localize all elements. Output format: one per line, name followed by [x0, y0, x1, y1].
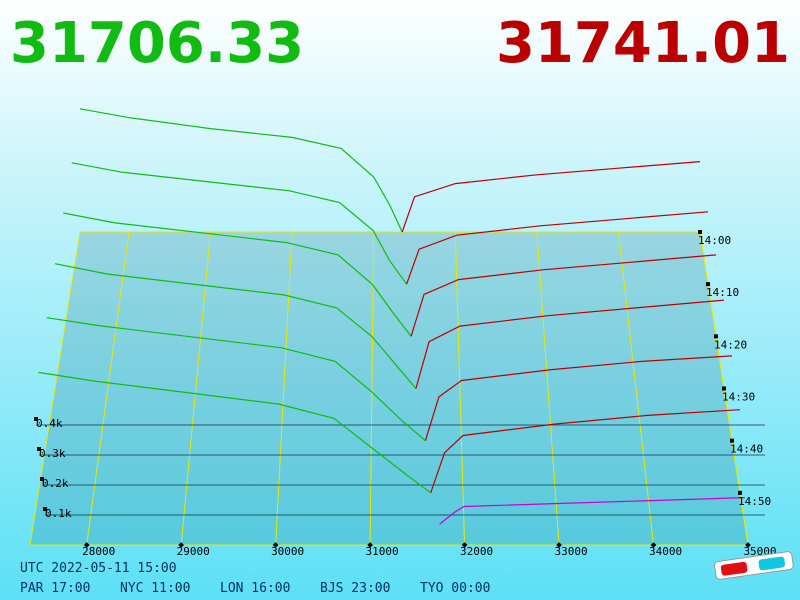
depth-line — [410, 254, 717, 337]
zone-time: NYC 11:00 — [120, 581, 190, 596]
tick-mark — [40, 477, 44, 481]
tick-mark — [706, 282, 710, 287]
x-tick-label: 34000 — [649, 545, 682, 558]
z-tick-label: 14:00 — [698, 234, 731, 247]
tick-mark — [34, 417, 38, 421]
floor — [29, 231, 749, 546]
tick-mark — [745, 542, 751, 548]
red-lens — [720, 561, 748, 576]
depth-line — [63, 212, 412, 337]
tick-mark — [367, 542, 373, 548]
grid-line — [369, 231, 375, 546]
cyan-lens — [758, 556, 786, 571]
tick-mark — [178, 542, 184, 548]
depth-line — [439, 497, 745, 525]
depth-line — [401, 161, 701, 233]
z-tick-label: 14:10 — [706, 286, 739, 299]
depth-line — [424, 355, 733, 441]
y-tick-label: 0.3k — [39, 447, 66, 460]
grid-line — [617, 231, 655, 546]
ask-price: 31741.01 — [496, 11, 790, 76]
tick-mark — [722, 386, 726, 391]
tick-mark — [650, 542, 657, 548]
tick-mark — [714, 334, 718, 339]
tick-mark — [37, 447, 41, 451]
depth-line — [79, 108, 403, 233]
tick-mark — [738, 490, 742, 495]
utc-time: UTC 2022-05-11 15:00 — [20, 561, 177, 576]
x-tick-label: 32000 — [460, 545, 493, 558]
depth-line — [71, 162, 408, 285]
zone-time: TYO 00:00 — [420, 581, 490, 596]
tick-mark — [730, 438, 734, 443]
z-tick-label: 14:40 — [730, 443, 763, 456]
y-tick-label: 0.2k — [42, 477, 69, 490]
tick-mark — [698, 230, 702, 234]
tick-mark — [83, 542, 90, 548]
grid-line — [275, 231, 293, 546]
tick-mark — [272, 542, 279, 548]
depth-line — [54, 263, 417, 389]
grid-line — [180, 231, 212, 546]
zone-time: PAR 17:00 — [20, 581, 90, 596]
z-tick-label: 14:20 — [714, 338, 747, 351]
y-tick-label: 0.1k — [45, 507, 72, 520]
bid-price: 31706.33 — [10, 11, 304, 76]
depth-plot: 28000 29000 30000 31000 32000 33000 34000 35000… — [29, 108, 777, 558]
zone-time: LON 16:00 — [220, 581, 290, 596]
y-tick-label: 0.4k — [36, 417, 63, 430]
x-tick-label: 29000 — [177, 545, 210, 558]
x-tick-label: 31000 — [366, 545, 399, 558]
tick-mark — [43, 507, 47, 511]
depth-line — [38, 371, 432, 494]
zone-time: BJS 23:00 — [320, 581, 390, 596]
grid-line — [454, 231, 466, 546]
grid-line — [86, 231, 130, 546]
time-zones: PAR 17:00 NYC 11:00 LON 16:00 BJS 23:00 TYO … — [20, 581, 490, 596]
tick-mark — [461, 542, 468, 548]
depth-line — [46, 317, 426, 442]
z-tick-label: 14:50 — [738, 495, 771, 508]
z-tick-label: 14:30 — [722, 391, 755, 404]
x-tick-label: 30000 — [271, 545, 304, 558]
depth-line — [415, 299, 725, 389]
x-tick-label: 33000 — [554, 545, 587, 558]
grid-line — [536, 231, 560, 546]
depth-line — [430, 409, 741, 493]
x-tick-label: 28000 — [82, 545, 115, 558]
tick-mark — [556, 542, 562, 548]
3d-glasses-icon[interactable] — [714, 551, 794, 580]
depth-line — [406, 211, 709, 285]
